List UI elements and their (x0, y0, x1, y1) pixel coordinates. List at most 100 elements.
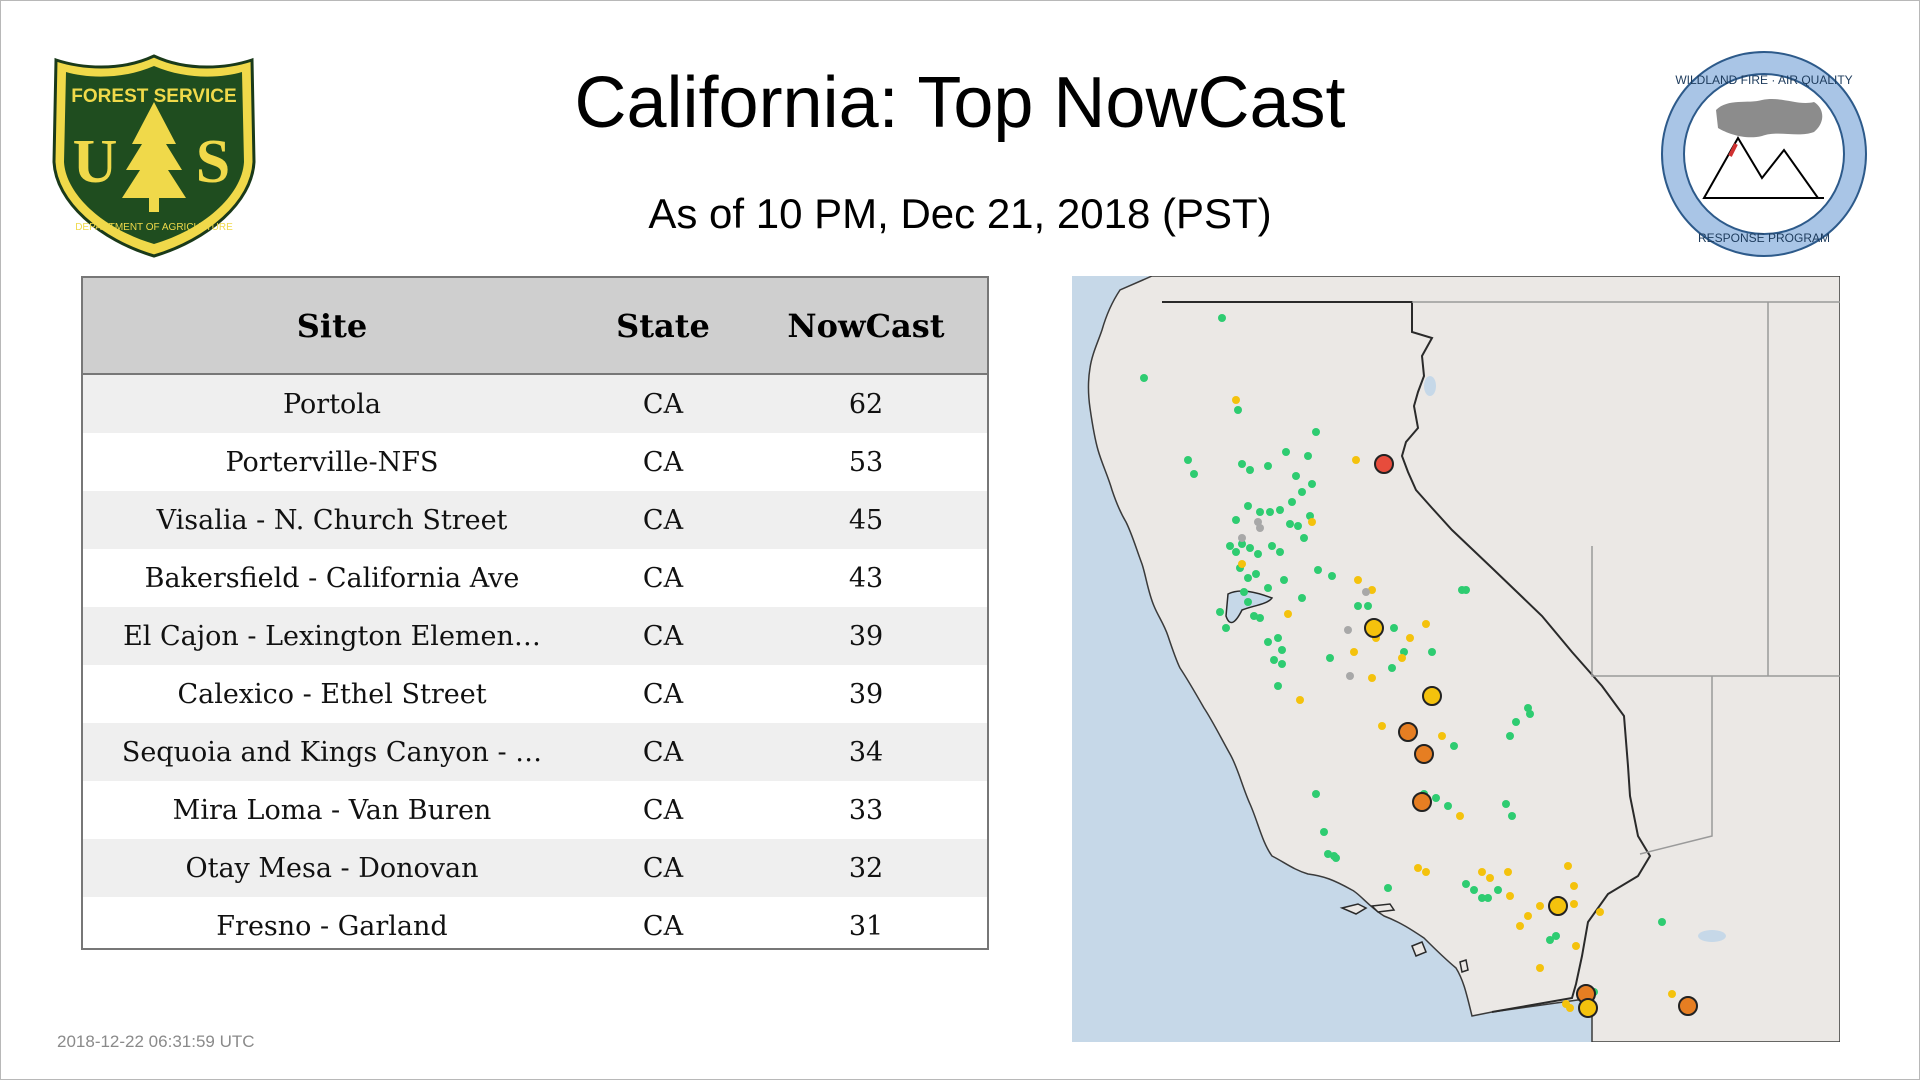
monitor-dot-gray[interactable] (1344, 626, 1352, 634)
monitor-dot-green[interactable] (1232, 516, 1240, 524)
monitor-dot-yellow[interactable] (1296, 696, 1304, 704)
monitor-dot-yellow[interactable] (1352, 456, 1360, 464)
monitor-dot-yellow[interactable] (1422, 620, 1430, 628)
monitor-dot-green[interactable] (1280, 576, 1288, 584)
monitor-dot-green[interactable] (1270, 656, 1278, 664)
monitor-dot-yellow[interactable] (1478, 868, 1486, 876)
monitor-dot-green[interactable] (1314, 566, 1322, 574)
monitor-dot-green[interactable] (1232, 548, 1240, 556)
monitor-dot-green[interactable] (1274, 634, 1282, 642)
monitor-dot-green[interactable] (1432, 794, 1440, 802)
table-row[interactable]: Fresno - Garland CA 31 (83, 897, 987, 948)
monitor-dot-gray[interactable] (1254, 518, 1262, 526)
monitor-dot-green[interactable] (1282, 448, 1290, 456)
monitor-dot-yellow[interactable] (1284, 610, 1292, 618)
monitor-dot-green[interactable] (1256, 508, 1264, 516)
column-header-nowcast[interactable]: NowCast (745, 278, 987, 375)
monitor-dot-green[interactable] (1304, 452, 1312, 460)
monitor-dot-green[interactable] (1226, 542, 1234, 550)
monitor-dot-green[interactable] (1470, 886, 1478, 894)
top-site-marker-yellow[interactable] (1364, 618, 1384, 638)
monitor-dot-green[interactable] (1244, 574, 1252, 582)
monitor-dot-green[interactable] (1276, 548, 1284, 556)
monitor-dot-green[interactable] (1264, 638, 1272, 646)
monitor-dot-green[interactable] (1526, 710, 1534, 718)
monitor-dot-green[interactable] (1508, 812, 1516, 820)
table-row[interactable]: Mira Loma - Van Buren CA 33 (83, 781, 987, 839)
monitor-dot-green[interactable] (1266, 508, 1274, 516)
monitor-dot-yellow[interactable] (1406, 634, 1414, 642)
top-site-marker-orange[interactable] (1412, 792, 1432, 812)
top-site-marker-red[interactable] (1374, 454, 1394, 474)
monitor-dot-green[interactable] (1276, 506, 1284, 514)
monitor-dot-yellow[interactable] (1570, 882, 1578, 890)
california-map[interactable] (1072, 276, 1840, 1042)
monitor-dot-green[interactable] (1218, 314, 1226, 322)
monitor-dot-gray[interactable] (1346, 672, 1354, 680)
monitor-dot-green[interactable] (1512, 718, 1520, 726)
monitor-dot-green[interactable] (1462, 586, 1470, 594)
monitor-dot-green[interactable] (1502, 800, 1510, 808)
monitor-dot-green[interactable] (1506, 732, 1514, 740)
monitor-dot-yellow[interactable] (1564, 862, 1572, 870)
monitor-dot-yellow[interactable] (1506, 892, 1514, 900)
monitor-dot-yellow[interactable] (1422, 868, 1430, 876)
table-row[interactable]: Otay Mesa - Donovan CA 32 (83, 839, 987, 897)
monitor-dot-green[interactable] (1428, 648, 1436, 656)
monitor-dot-green[interactable] (1364, 602, 1372, 610)
monitor-dot-green[interactable] (1278, 646, 1286, 654)
monitor-dot-green[interactable] (1546, 936, 1554, 944)
monitor-dot-green[interactable] (1384, 884, 1392, 892)
monitor-dot-yellow[interactable] (1596, 908, 1604, 916)
monitor-dot-green[interactable] (1312, 790, 1320, 798)
monitor-dot-yellow[interactable] (1438, 732, 1446, 740)
monitor-dot-yellow[interactable] (1414, 864, 1422, 872)
monitor-dot-yellow[interactable] (1354, 576, 1362, 584)
table-row[interactable]: Portola CA 62 (83, 374, 987, 433)
monitor-dot-green[interactable] (1354, 602, 1362, 610)
monitor-dot-green[interactable] (1268, 542, 1276, 550)
monitor-dot-yellow[interactable] (1516, 922, 1524, 930)
top-site-marker-yellow[interactable] (1422, 686, 1442, 706)
monitor-dot-green[interactable] (1552, 932, 1560, 940)
monitor-dot-green[interactable] (1140, 374, 1148, 382)
monitor-dot-green[interactable] (1246, 466, 1254, 474)
top-site-marker-orange[interactable] (1414, 744, 1434, 764)
monitor-dot-yellow[interactable] (1570, 900, 1578, 908)
monitor-dot-yellow[interactable] (1504, 868, 1512, 876)
monitor-dot-green[interactable] (1478, 894, 1486, 902)
monitor-dot-yellow[interactable] (1308, 518, 1316, 526)
monitor-dot-green[interactable] (1286, 520, 1294, 528)
column-header-site[interactable]: Site (83, 278, 581, 375)
monitor-dot-green[interactable] (1308, 480, 1316, 488)
monitor-dot-green[interactable] (1298, 594, 1306, 602)
monitor-dot-yellow[interactable] (1524, 912, 1532, 920)
monitor-dot-green[interactable] (1256, 614, 1264, 622)
monitor-dot-yellow[interactable] (1572, 942, 1580, 950)
monitor-dot-yellow[interactable] (1456, 812, 1464, 820)
monitor-dot-yellow[interactable] (1378, 722, 1386, 730)
top-site-marker-orange[interactable] (1678, 996, 1698, 1016)
monitor-dot-green[interactable] (1222, 624, 1230, 632)
monitor-dot-green[interactable] (1326, 654, 1334, 662)
monitor-dot-yellow[interactable] (1398, 654, 1406, 662)
monitor-dot-green[interactable] (1328, 572, 1336, 580)
monitor-dot-gray[interactable] (1238, 534, 1246, 542)
top-site-marker-yellow[interactable] (1578, 998, 1598, 1018)
monitor-dot-yellow[interactable] (1486, 874, 1494, 882)
table-row[interactable]: Bakersfield - California Ave CA 43 (83, 549, 987, 607)
monitor-dot-green[interactable] (1184, 456, 1192, 464)
table-row[interactable]: Sequoia and Kings Canyon - … CA 34 (83, 723, 987, 781)
monitor-dot-green[interactable] (1240, 588, 1248, 596)
table-row[interactable]: El Cajon - Lexington Elemen… CA 39 (83, 607, 987, 665)
monitor-dot-green[interactable] (1462, 880, 1470, 888)
monitor-dot-green[interactable] (1292, 472, 1300, 480)
monitor-dot-green[interactable] (1244, 502, 1252, 510)
monitor-dot-green[interactable] (1388, 664, 1396, 672)
monitor-dot-yellow[interactable] (1566, 1004, 1574, 1012)
monitor-dot-green[interactable] (1216, 608, 1224, 616)
monitor-dot-green[interactable] (1450, 742, 1458, 750)
monitor-dot-green[interactable] (1320, 828, 1328, 836)
monitor-dot-green[interactable] (1484, 894, 1492, 902)
monitor-dot-green[interactable] (1278, 660, 1286, 668)
